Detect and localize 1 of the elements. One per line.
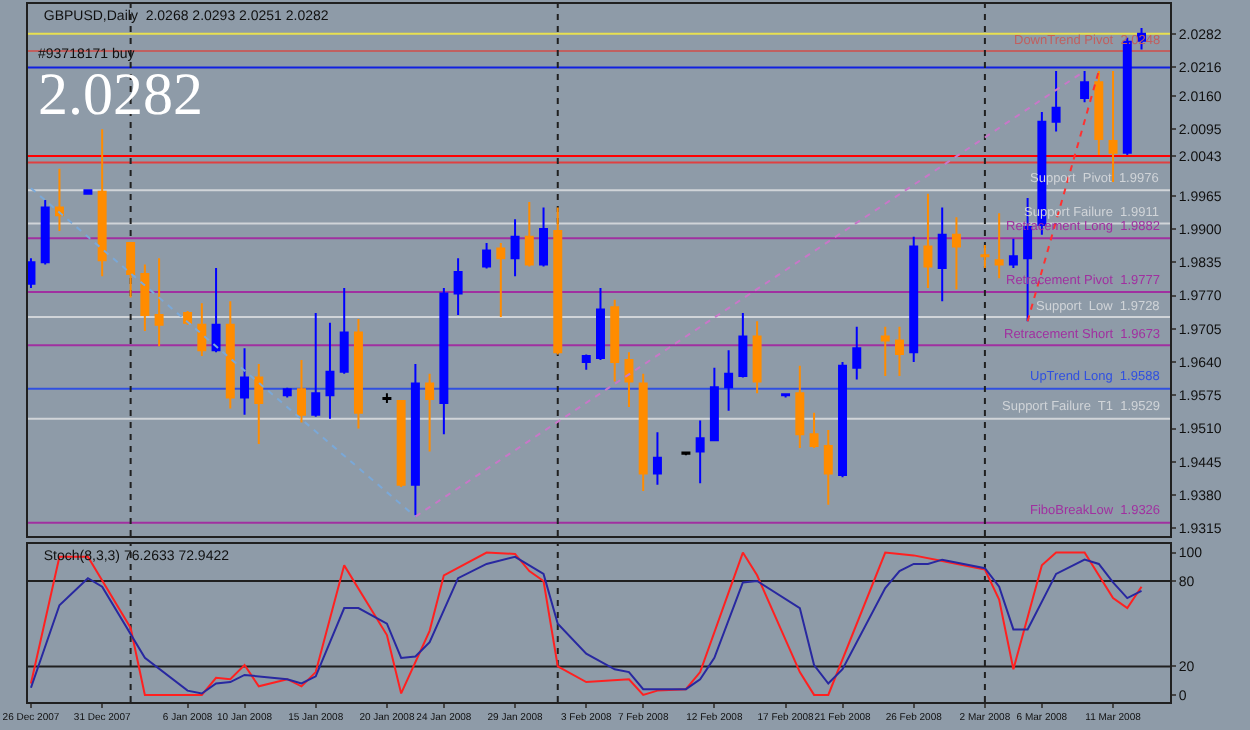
annotation: 2.0282	[38, 62, 203, 128]
